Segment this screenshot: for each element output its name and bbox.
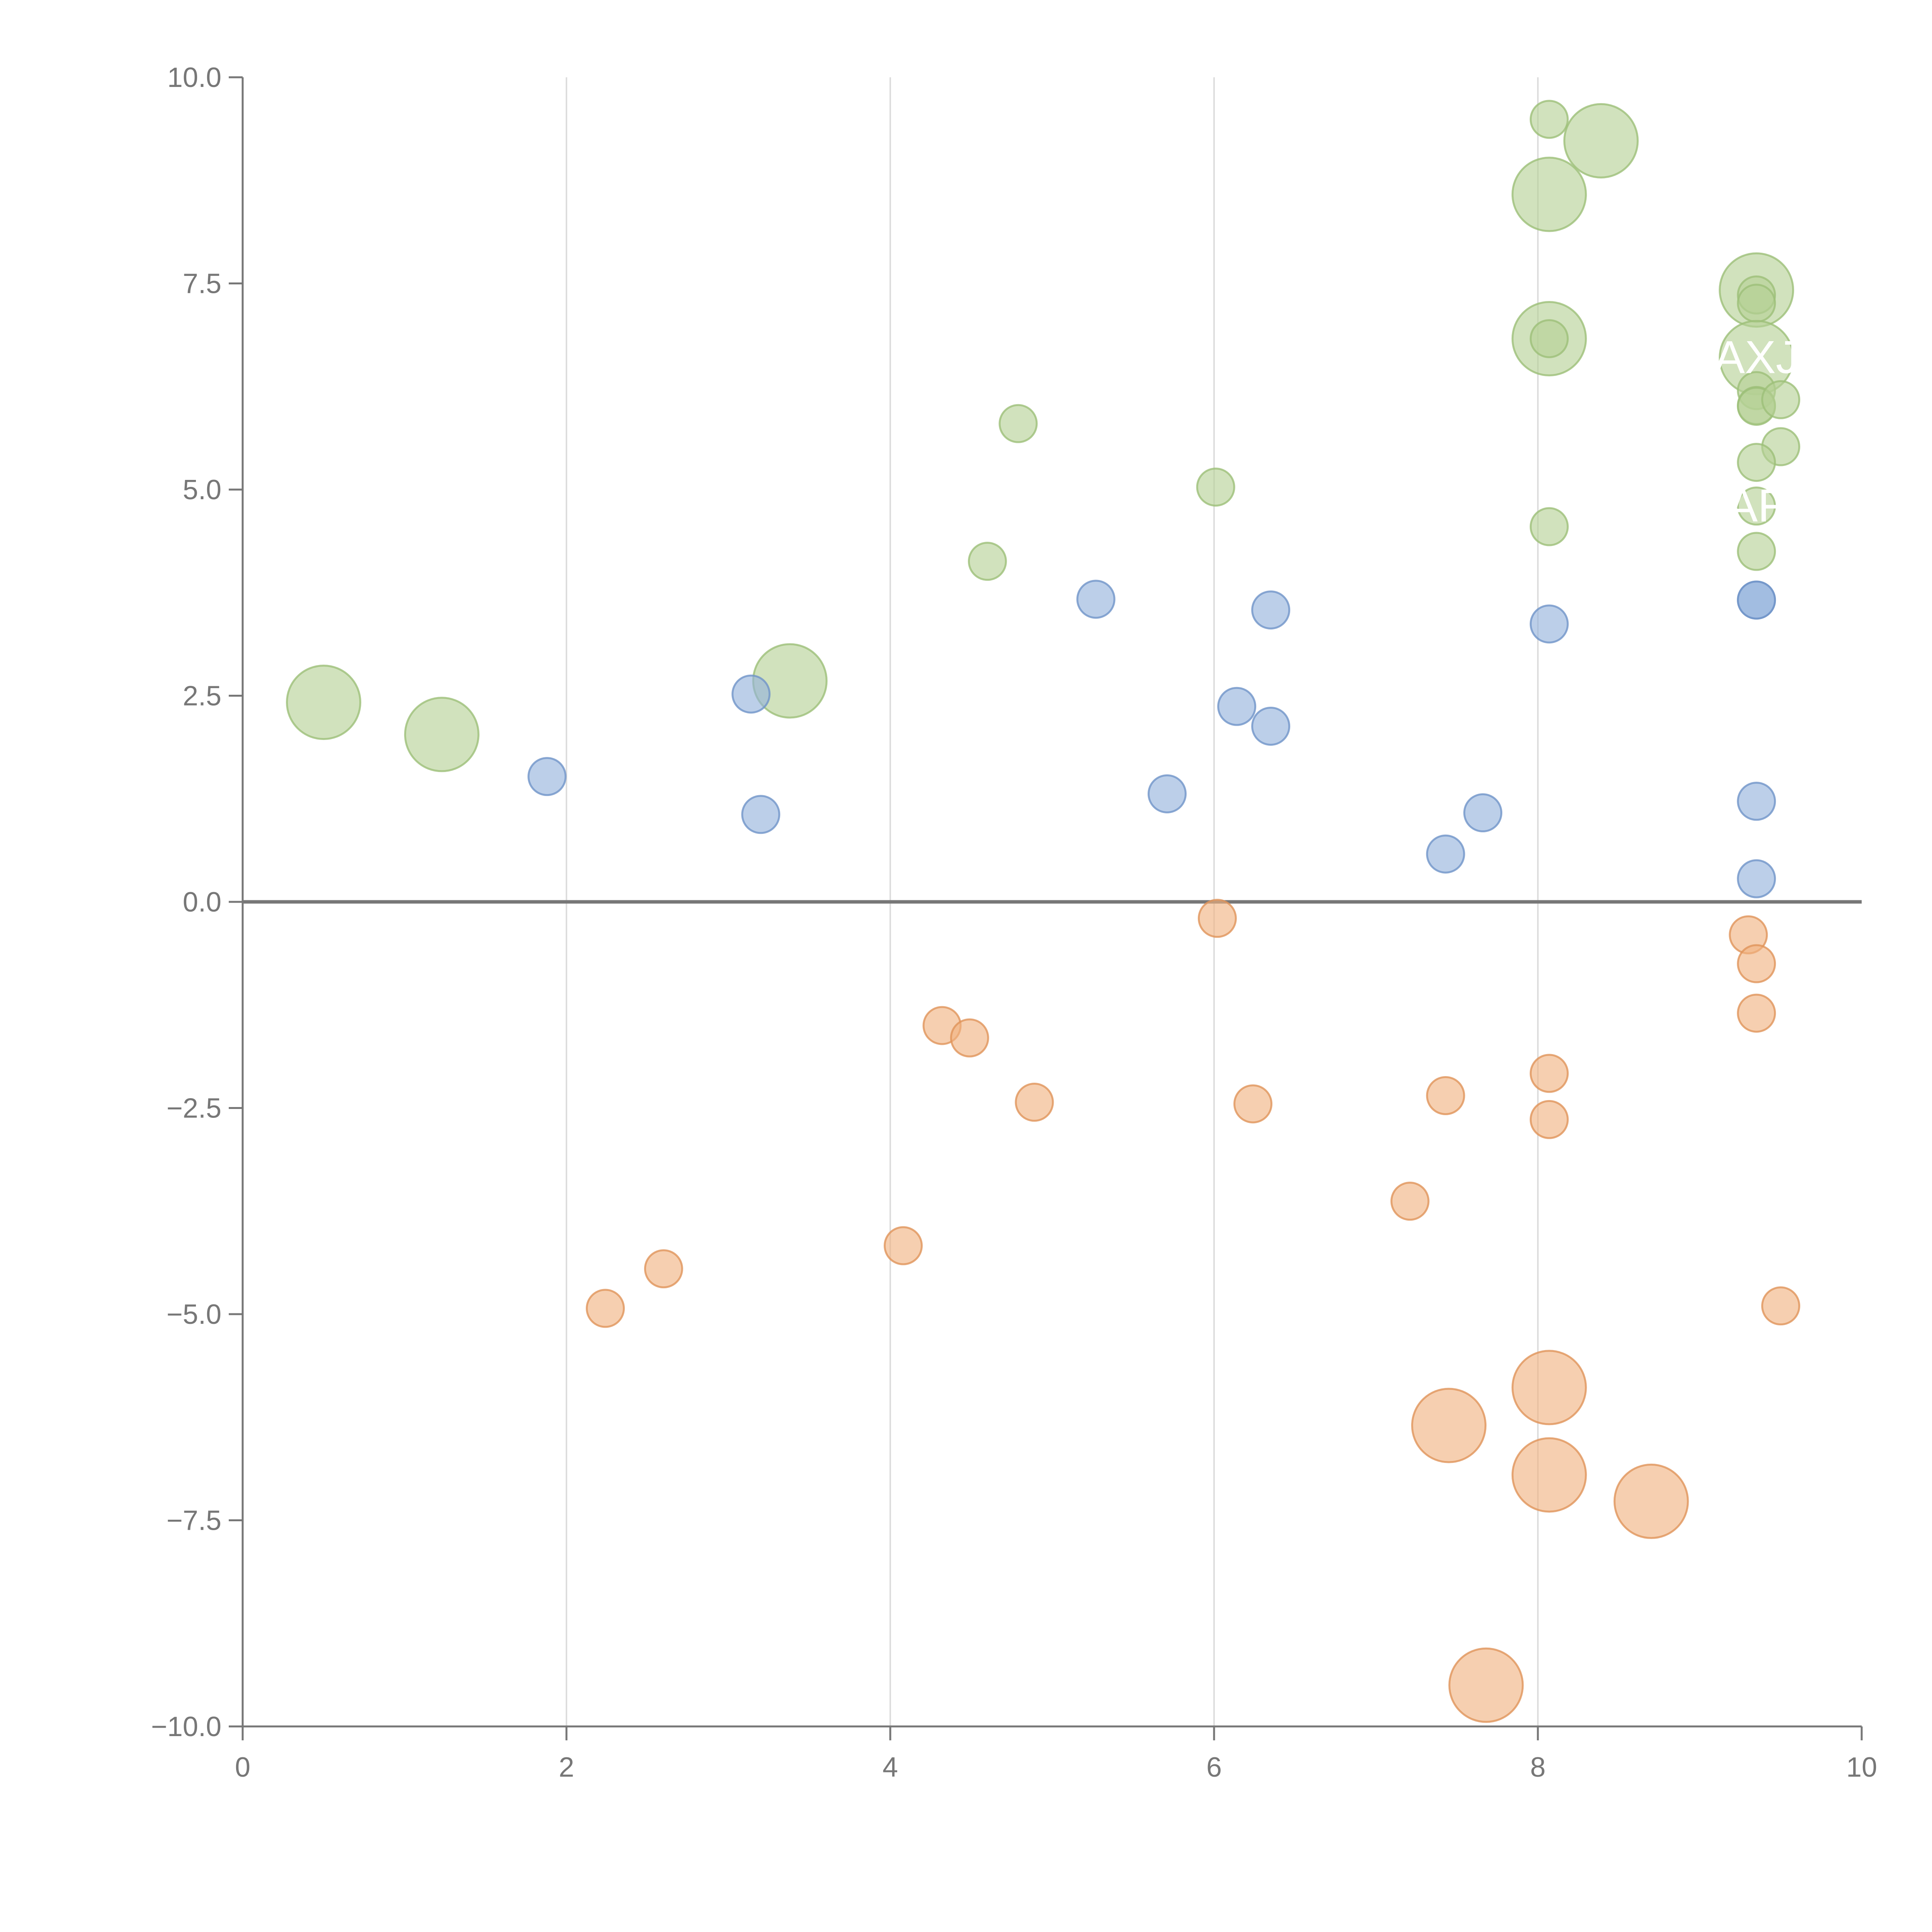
data-point-green [968, 542, 1007, 581]
data-point-orange [1411, 1388, 1487, 1463]
data-point-orange [1529, 1054, 1569, 1093]
data-point-blue [1426, 834, 1465, 874]
axes: 10.0 7.5 5.0 2.5 0.0 −2.5 −5.0 −7.5 −10.0 0 2 4 6 8 10 [151, 62, 1877, 1783]
point-label: AXJ [1714, 332, 1799, 383]
data-point-green [1529, 319, 1569, 358]
data-point-green [1737, 486, 1776, 526]
data-point-green [404, 697, 480, 772]
data-point-blue [741, 795, 781, 834]
data-point-blue [527, 757, 567, 796]
y-tick-label: 10.0 [167, 62, 221, 93]
y-tick-label: 5.0 [183, 474, 221, 505]
data-point-blue [1251, 590, 1291, 630]
y-tick-label: −7.5 [167, 1505, 221, 1536]
x-tick-label: 2 [559, 1752, 574, 1783]
data-point-blue [1737, 782, 1776, 821]
y-tick-label: 2.5 [183, 681, 221, 712]
data-point-orange [1197, 899, 1237, 938]
data-point-orange [1448, 1647, 1524, 1723]
data-point-green [1737, 284, 1776, 323]
data-point-orange [1511, 1437, 1587, 1513]
data-point-orange [1390, 1182, 1430, 1221]
x-tick-label: 0 [235, 1752, 250, 1783]
data-point-green [1529, 507, 1569, 546]
data-point-orange [644, 1249, 683, 1289]
data-point-blue [1529, 604, 1569, 644]
x-tick-label: 6 [1206, 1752, 1222, 1783]
data-point-green [1737, 443, 1776, 482]
y-tick-label: −2.5 [167, 1093, 221, 1124]
x-tick-label: 4 [883, 1752, 898, 1783]
data-point-orange [1737, 944, 1776, 983]
data-point-orange [1529, 1100, 1569, 1139]
data-point-orange [1426, 1076, 1465, 1115]
data-point-orange [1511, 1350, 1587, 1425]
data-point-green [998, 404, 1038, 443]
data-point-blue [1147, 774, 1187, 813]
y-tick-label: −10.0 [151, 1711, 221, 1742]
data-point-green [1529, 100, 1569, 139]
x-tick-label: 10 [1846, 1752, 1877, 1783]
x-tick-label: 8 [1530, 1752, 1546, 1783]
data-point-green [1563, 103, 1639, 179]
data-point-blue [1737, 580, 1776, 620]
data-point-green [1196, 468, 1235, 507]
data-point-green [1737, 532, 1776, 571]
data-point-orange [1761, 1286, 1800, 1326]
data-point-orange [1015, 1083, 1054, 1122]
data-point-blue [1737, 859, 1776, 898]
data-point-green [1761, 380, 1800, 419]
point-labels: AXJ AF [1714, 332, 1799, 532]
data-point-blue [1251, 706, 1291, 746]
y-tick-label: 0.0 [183, 887, 221, 918]
data-point-blue [1217, 687, 1257, 726]
y-tick-label: −5.0 [167, 1299, 221, 1330]
data-points [286, 100, 1800, 1723]
data-point-orange [1613, 1463, 1689, 1539]
data-point-orange [586, 1289, 625, 1328]
data-point-blue [731, 674, 771, 714]
data-point-blue [1076, 580, 1116, 619]
data-point-orange [884, 1226, 923, 1265]
y-tick-label: 7.5 [183, 269, 221, 299]
data-point-green [286, 665, 361, 740]
data-point-green [1511, 156, 1587, 232]
data-point-orange [1233, 1084, 1273, 1124]
data-point-orange [950, 1018, 989, 1058]
data-point-orange [1737, 993, 1776, 1033]
point-label: AF [1727, 480, 1786, 532]
data-point-blue [1463, 793, 1503, 833]
